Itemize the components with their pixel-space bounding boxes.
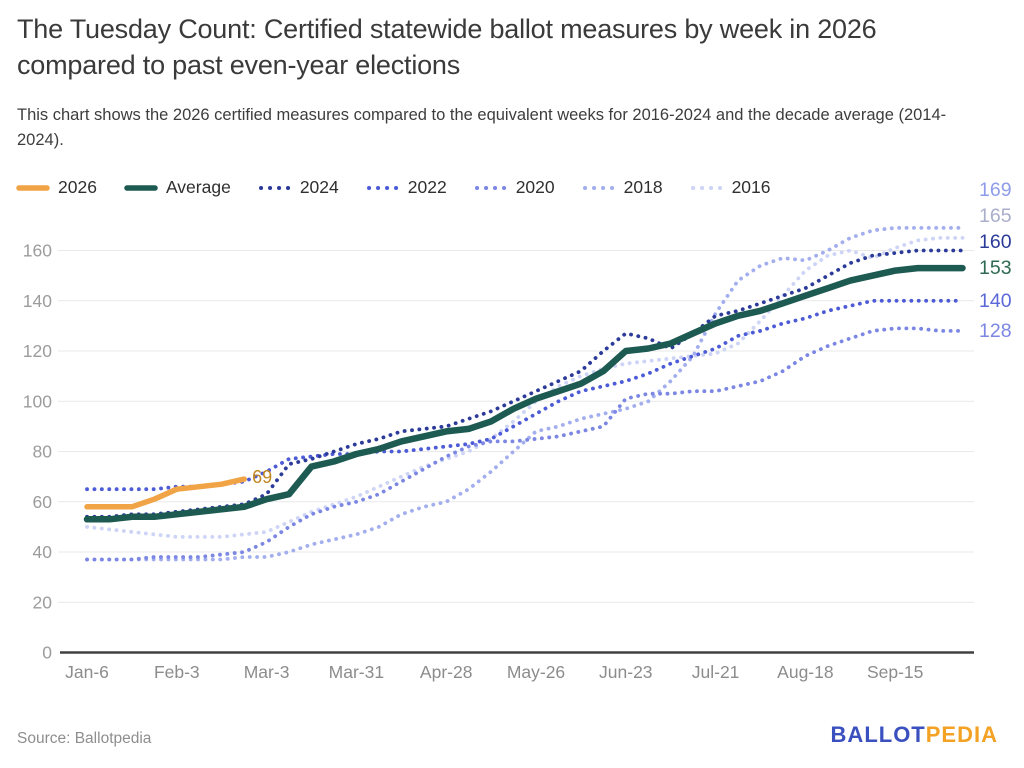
chart-subtitle: This chart shows the 2026 certified meas… <box>17 106 947 149</box>
series-line-2016 <box>85 235 965 539</box>
logo-text-pedia: PEDIA <box>925 722 998 747</box>
series-end-value-label: 169 <box>979 179 1012 201</box>
legend-swatch-icon <box>16 184 50 191</box>
series-end-value-label: 165 <box>979 205 1012 227</box>
series-end-value-label: 128 <box>979 320 1012 342</box>
legend-item-2016[interactable]: 2016 <box>690 177 771 198</box>
series-line-2026 <box>84 476 247 510</box>
legend-label: Average <box>165 177 231 197</box>
legend-item-2018[interactable]: 2018 <box>582 177 663 198</box>
ballotpedia-logo[interactable]: BALLOTPEDIA <box>831 722 998 748</box>
legend-item-average[interactable]: Average <box>124 177 231 198</box>
y-axis-tick-label: 0 <box>42 643 52 663</box>
legend-label: 2018 <box>623 177 663 197</box>
y-axis-tick-label: 100 <box>23 391 52 411</box>
legend-item-2022[interactable]: 2022 <box>366 177 447 198</box>
x-axis-tick-label: Jan-6 <box>65 662 109 682</box>
logo-text-ballot: BALLOT <box>830 722 926 747</box>
legend-label: 2020 <box>515 177 555 197</box>
legend-label: 2016 <box>731 177 771 197</box>
x-axis-tick-label: Jul-21 <box>692 662 740 682</box>
chart-legend: 2026 Average 2024 2022 2020 2018 2016 <box>16 177 771 198</box>
series-end-value-label: 153 <box>979 257 1012 279</box>
legend-item-2024[interactable]: 2024 <box>258 177 339 198</box>
x-axis-tick-label: May-26 <box>507 662 565 682</box>
x-axis-tick-label: Aug-18 <box>777 662 833 682</box>
legend-label: 2022 <box>407 177 447 197</box>
x-axis-tick-label: Jun-23 <box>599 662 653 682</box>
series-line-2018 <box>85 225 965 562</box>
legend-item-2020[interactable]: 2020 <box>474 177 555 198</box>
y-axis-tick-label: 140 <box>23 291 52 311</box>
y-axis-tick-label: 80 <box>33 442 53 462</box>
current-count-annotation: 69 <box>252 467 272 487</box>
legend-label: 2026 <box>58 177 97 197</box>
x-axis-tick-label: Mar-31 <box>329 662 384 682</box>
series-end-value-label: 160 <box>979 231 1012 253</box>
x-axis-tick-label: Feb-3 <box>154 662 200 682</box>
y-axis-tick-label: 20 <box>33 592 53 612</box>
legend-item-2026[interactable]: 2026 <box>16 177 97 198</box>
x-axis-tick-label: Apr-28 <box>420 662 473 682</box>
x-axis-tick-label: Mar-3 <box>244 662 290 682</box>
series-line-average <box>83 264 966 523</box>
y-axis-tick-label: 40 <box>33 542 53 562</box>
series-line-2020 <box>85 326 965 562</box>
y-axis-tick-label: 120 <box>23 341 52 361</box>
y-axis-tick-label: 160 <box>23 241 52 261</box>
legend-label: 2024 <box>299 177 339 197</box>
chart-canvas: 0 20 40 60 80 100 120 140 160 Jan-6 Feb-3 Mar-3 Mar-… <box>23 179 1012 682</box>
legend-swatch-icon <box>124 184 158 191</box>
y-axis-tick-label: 60 <box>33 492 53 512</box>
source-attribution: Source: Ballotpedia <box>17 730 152 747</box>
x-axis-tick-label: Sep-15 <box>867 662 923 682</box>
series-end-value-label: 140 <box>979 290 1012 312</box>
page-title: The Tuesday Count: Certified statewide b… <box>17 14 877 80</box>
